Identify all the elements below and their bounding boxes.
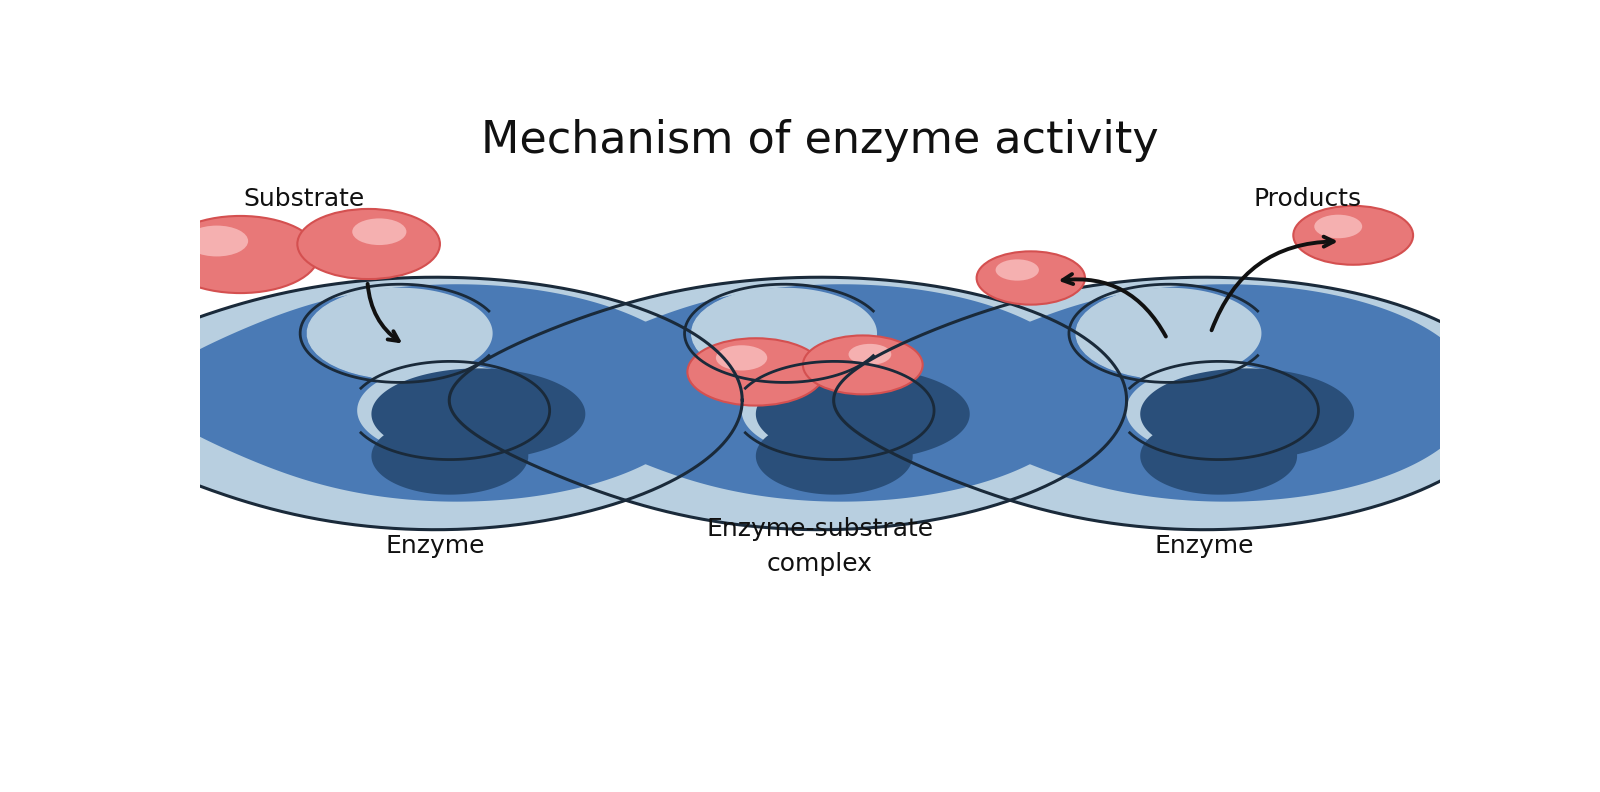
Polygon shape [371,368,586,459]
Polygon shape [755,368,970,459]
Polygon shape [755,417,912,495]
Text: Enzyme: Enzyme [1155,535,1254,558]
Circle shape [688,338,824,406]
Polygon shape [920,284,1475,501]
Circle shape [848,344,891,365]
Polygon shape [66,277,742,530]
Polygon shape [1077,290,1310,454]
Polygon shape [357,365,542,456]
Polygon shape [1126,365,1312,456]
Text: Enzyme-substrate
complex: Enzyme-substrate complex [707,516,933,576]
Circle shape [186,226,248,257]
Text: Substrate: Substrate [243,187,365,211]
Circle shape [162,216,318,293]
Circle shape [715,345,768,371]
Text: Products: Products [1254,187,1362,211]
Circle shape [976,251,1085,305]
Text: Mechanism of enzyme activity: Mechanism of enzyme activity [482,120,1158,162]
Polygon shape [834,277,1510,530]
Circle shape [298,209,440,279]
Polygon shape [371,417,528,495]
Polygon shape [1141,417,1298,495]
Polygon shape [307,290,542,454]
Polygon shape [1141,368,1354,459]
Polygon shape [1077,287,1261,379]
Polygon shape [307,287,493,379]
Polygon shape [534,284,1091,501]
Polygon shape [691,287,877,379]
Polygon shape [741,365,926,456]
Circle shape [995,259,1038,280]
Text: Enzyme: Enzyme [386,535,485,558]
Circle shape [1293,206,1413,265]
Circle shape [352,219,406,245]
Polygon shape [450,277,1126,530]
Polygon shape [150,284,707,501]
Polygon shape [691,290,926,454]
Circle shape [1314,215,1362,238]
Circle shape [803,336,923,394]
